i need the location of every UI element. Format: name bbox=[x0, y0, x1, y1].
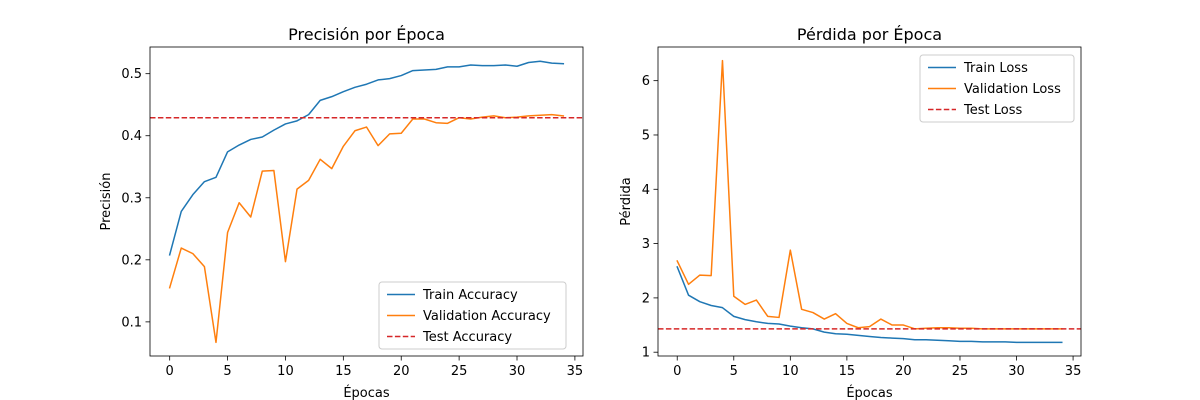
y-tick-label: 5 bbox=[642, 128, 650, 143]
x-tick-label: 20 bbox=[895, 364, 912, 379]
x-tick-label: 30 bbox=[509, 364, 526, 379]
legend: Train Accuracy Validation Accuracy Test Ac… bbox=[378, 281, 567, 350]
legend-label: Test Accuracy bbox=[422, 330, 512, 345]
y-axis-label: Pérdida bbox=[619, 177, 634, 226]
y-tick-label: 0.2 bbox=[121, 253, 142, 268]
x-tick-label: 5 bbox=[223, 364, 231, 379]
train-loss-line bbox=[676, 265, 1063, 344]
x-tick-label: 15 bbox=[335, 364, 352, 379]
chart-title: Precisión por Época bbox=[288, 25, 445, 44]
x-axis-label: Épocas bbox=[846, 385, 893, 400]
legend-box bbox=[919, 54, 1075, 123]
x-tick-label: 15 bbox=[839, 364, 856, 379]
plot-frame bbox=[149, 46, 584, 357]
chart-title: Pérdida por Época bbox=[797, 25, 942, 44]
loss-chart: 0 5 10 15 20 25 30 35 1 2 3 4 5 6 Pérdida por Época Épo… bbox=[619, 25, 1082, 400]
plot-frame bbox=[657, 46, 1082, 357]
legend-label: Validation Accuracy bbox=[423, 309, 551, 324]
y-tick-label: 0.4 bbox=[121, 129, 142, 144]
y-tick-label: 0.3 bbox=[121, 191, 142, 206]
x-tick-label: 0 bbox=[166, 364, 174, 379]
accuracy-chart: 0 5 10 15 20 25 30 35 0.1 0.2 0.3 0.4 0.5 Precisión p… bbox=[99, 25, 584, 400]
x-tick-label: 10 bbox=[782, 364, 799, 379]
y-axis-label: Precisión bbox=[99, 172, 114, 230]
legend-label: Train Accuracy bbox=[422, 288, 518, 303]
train-accuracy-line bbox=[168, 60, 565, 256]
y-tick-label: 1 bbox=[642, 346, 650, 361]
legend-box bbox=[378, 281, 567, 350]
x-tick-label: 0 bbox=[673, 364, 681, 379]
validation-accuracy-line bbox=[168, 113, 565, 344]
legend: Train Loss Validation Loss Test Loss bbox=[919, 54, 1075, 123]
x-tick-label: 20 bbox=[393, 364, 410, 379]
y-tick-label: 2 bbox=[642, 291, 650, 306]
y-tick-label: 0.5 bbox=[121, 67, 142, 82]
x-tick-label: 5 bbox=[730, 364, 738, 379]
y-tick-label: 4 bbox=[642, 183, 650, 198]
x-tick-label: 30 bbox=[1008, 364, 1025, 379]
y-tick-label: 6 bbox=[642, 74, 650, 89]
x-tick-label: 10 bbox=[277, 364, 294, 379]
y-tick-label: 0.1 bbox=[121, 315, 142, 330]
legend-label: Train Loss bbox=[963, 61, 1028, 76]
validation-loss-line bbox=[676, 59, 1063, 330]
legend-label: Validation Loss bbox=[964, 82, 1061, 97]
x-tick-label: 25 bbox=[952, 364, 969, 379]
legend-label: Test Loss bbox=[963, 103, 1022, 118]
y-tick-label: 3 bbox=[642, 237, 650, 252]
x-tick-label: 35 bbox=[567, 364, 584, 379]
x-axis-label: Épocas bbox=[343, 385, 390, 400]
x-tick-label: 35 bbox=[1065, 364, 1082, 379]
x-tick-label: 25 bbox=[451, 364, 468, 379]
